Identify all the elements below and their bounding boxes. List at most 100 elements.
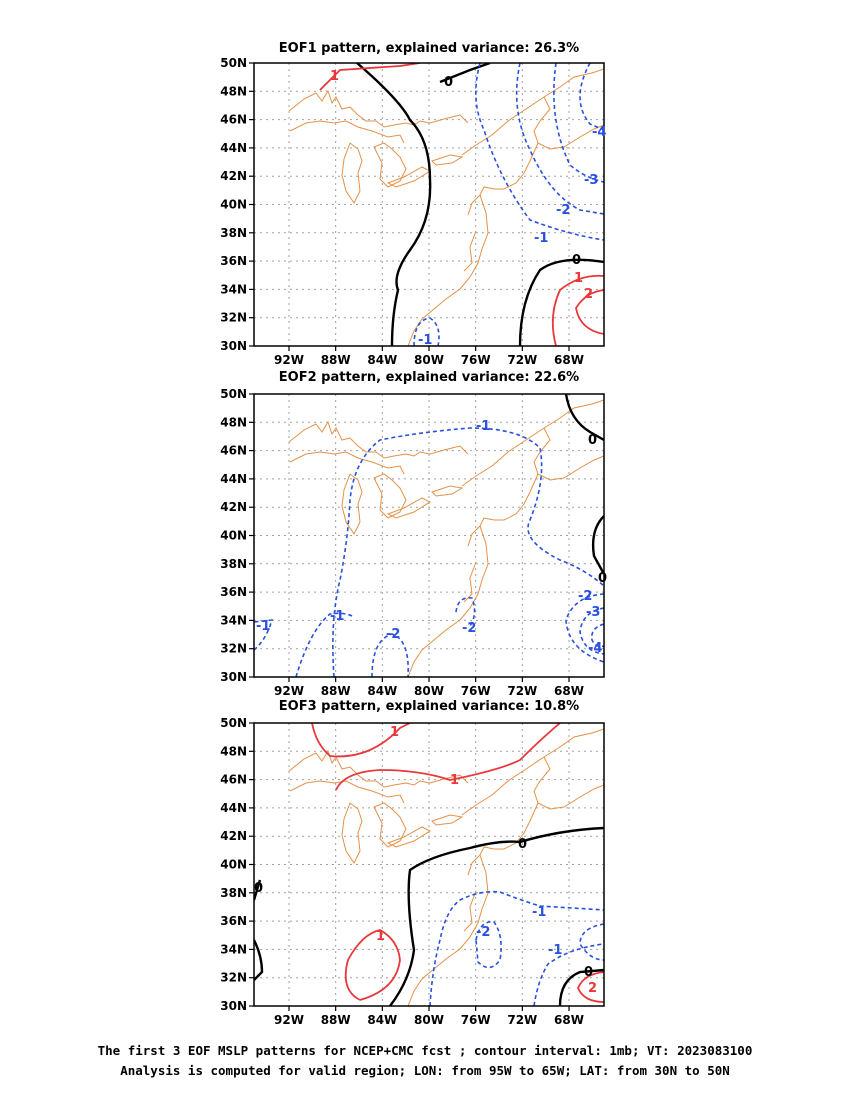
y-tick-label: 42N — [220, 829, 247, 843]
negative-contour — [475, 921, 502, 969]
negative-contour — [254, 619, 274, 651]
contour-label: 0 — [518, 837, 527, 852]
contour-label: -2 — [462, 621, 476, 636]
caption-line-2: Analysis is computed for valid region; L… — [120, 1063, 730, 1078]
negative-contour — [475, 63, 604, 241]
contour-label: 1 — [376, 929, 385, 944]
y-tick-label: 46N — [220, 113, 247, 127]
contour-label: 1 — [390, 725, 399, 740]
contour-label: -1 — [548, 943, 562, 958]
contour-label: 0 — [444, 75, 453, 90]
x-tick-label: 88W — [321, 1013, 351, 1027]
contour-label: 1 — [574, 271, 583, 286]
zero-contour — [439, 63, 491, 84]
eof-figure: EOF1 pattern, explained variance: 26.3% … — [220, 41, 607, 1027]
y-tick-label: 42N — [220, 169, 247, 183]
zero-contour — [591, 515, 604, 575]
negative-contour — [455, 596, 476, 627]
y-tick-label: 46N — [220, 444, 247, 458]
x-tick-label: 72W — [507, 1013, 537, 1027]
x-tick-label: 84W — [367, 684, 397, 698]
contour-label: 1 — [330, 69, 339, 84]
y-tick-label: 48N — [220, 744, 247, 758]
negative-contour — [371, 633, 409, 677]
gridlines — [254, 394, 604, 677]
positive-contour — [577, 971, 604, 1003]
coastline — [288, 399, 604, 677]
x-tick-label: 88W — [321, 353, 351, 367]
x-tick-label: 88W — [321, 684, 351, 698]
y-tick-label: 32N — [220, 642, 247, 656]
positive-contour — [335, 723, 561, 791]
y-tick-label: 36N — [220, 585, 247, 599]
contour-label: -1 — [532, 905, 546, 920]
negative-contour — [579, 63, 604, 131]
zero-contour — [558, 968, 604, 1006]
y-tick-label: 34N — [220, 282, 247, 296]
x-tick-label: 80W — [414, 1013, 444, 1027]
zero-contour — [254, 879, 262, 901]
contour-label: -1 — [534, 231, 548, 246]
zero-contour — [518, 258, 604, 346]
y-tick-label: 34N — [220, 942, 247, 956]
panel-eof2: EOF2 pattern, explained variance: 22.6% … — [220, 370, 607, 698]
negative-contour — [590, 623, 604, 648]
y-tick-label: 34N — [220, 613, 247, 627]
contour-label: -1 — [418, 333, 432, 348]
y-tick-label: 30N — [220, 339, 247, 353]
negative-contour — [295, 612, 353, 677]
y-tick-label: 44N — [220, 141, 247, 155]
positive-contour — [311, 723, 411, 758]
y-tick-label: 42N — [220, 500, 247, 514]
x-tick-label: 76W — [461, 353, 491, 367]
contour-label: -1 — [256, 619, 270, 634]
negative-contour — [565, 593, 604, 663]
coastline — [288, 728, 604, 1006]
contour-label: -1 — [330, 609, 344, 624]
zero-contour — [356, 63, 432, 346]
y-tick-label: 30N — [220, 999, 247, 1013]
positive-contour — [575, 289, 604, 335]
negative-contour — [515, 63, 604, 215]
y-tick-label: 40N — [220, 198, 247, 212]
panel-eof1: EOF1 pattern, explained variance: 26.3% … — [220, 41, 606, 367]
x-tick-label: 68W — [554, 353, 584, 367]
contour-label: -2 — [556, 203, 570, 218]
x-tick-label: 80W — [414, 353, 444, 367]
negative-contour — [579, 923, 604, 961]
negative-contour — [553, 63, 604, 183]
contour-label: 0 — [598, 571, 607, 586]
x-tick-label: 68W — [554, 684, 584, 698]
contour-label: 0 — [572, 253, 581, 268]
contour-label: -1 — [476, 419, 490, 434]
y-tick-label: 32N — [220, 971, 247, 985]
y-tick-label: 44N — [220, 801, 247, 815]
negative-contour — [533, 943, 604, 1006]
contour-label: -3 — [584, 173, 598, 188]
negative-contour — [579, 607, 604, 655]
y-tick-label: 36N — [220, 254, 247, 268]
y-tick-label: 46N — [220, 773, 247, 787]
positive-contour — [344, 929, 401, 1001]
x-tick-label: 92W — [274, 353, 304, 367]
y-tick-label: 38N — [220, 226, 247, 240]
y-tick-label: 50N — [220, 387, 247, 401]
y-tick-label: 32N — [220, 311, 247, 325]
positive-contour — [551, 274, 604, 346]
caption-line-1: The first 3 EOF MSLP patterns for NCEP+C… — [97, 1043, 753, 1058]
y-tick-label: 40N — [220, 529, 247, 543]
contour-label: 0 — [584, 965, 593, 980]
contour-label: 0 — [588, 433, 597, 448]
positive-contour — [319, 63, 421, 91]
negative-contour — [332, 427, 604, 677]
zero-contour — [254, 939, 264, 981]
contour-label: -3 — [586, 605, 600, 620]
contour-label: -4 — [588, 641, 602, 656]
x-tick-label: 92W — [274, 1013, 304, 1027]
x-tick-label: 80W — [414, 684, 444, 698]
panel-eof3: EOF3 pattern, explained variance: 10.8% … — [220, 699, 605, 1027]
contour-label: 2 — [584, 287, 593, 302]
x-tick-label: 68W — [554, 1013, 584, 1027]
contour-label: -2 — [386, 627, 400, 642]
y-tick-label: 50N — [220, 56, 247, 70]
